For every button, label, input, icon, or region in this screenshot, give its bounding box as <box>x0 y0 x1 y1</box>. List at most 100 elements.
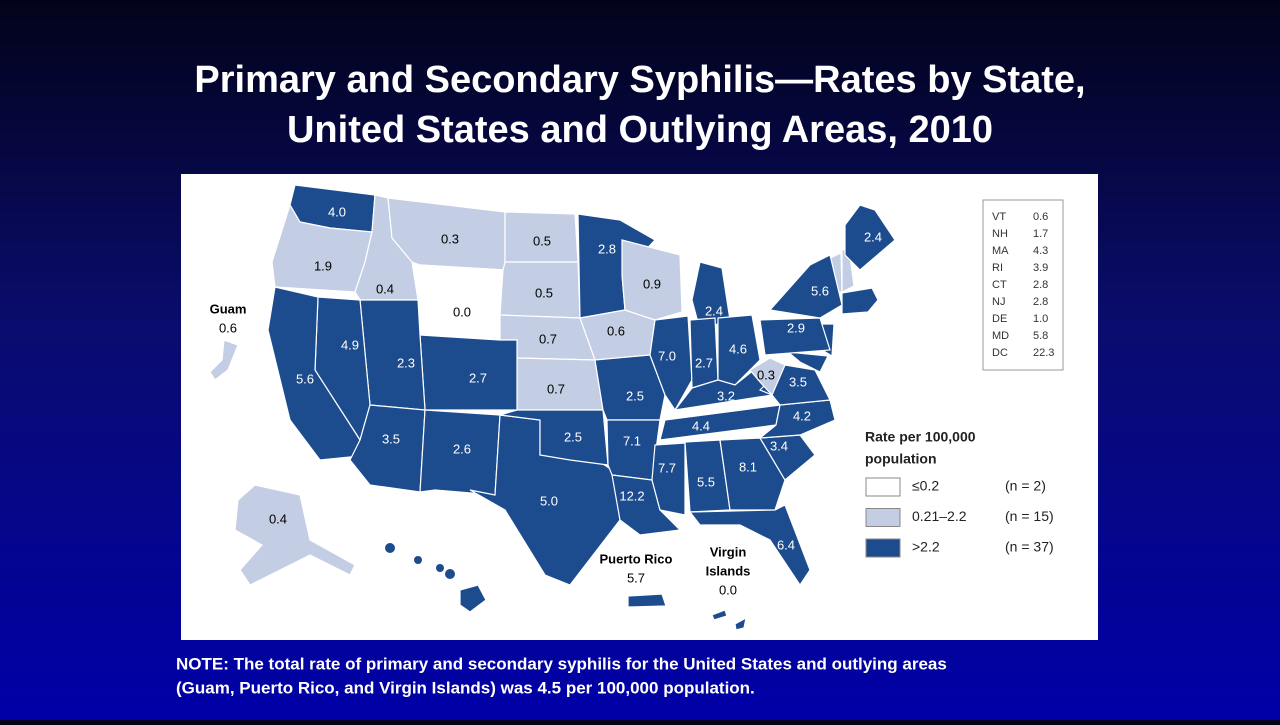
state-rate: 2.5 <box>564 429 582 444</box>
state-rate: 2.5 <box>626 388 644 403</box>
area-name: Islands <box>706 563 751 578</box>
small-state-rate: 2.8 <box>1033 279 1048 291</box>
legend-label: ≤0.2 <box>912 478 939 494</box>
small-state-rate: 1.7 <box>1033 228 1048 240</box>
state-rate: 1.9 <box>314 258 332 273</box>
state-rate: 0.3 <box>757 367 775 382</box>
legend-count: (n = 2) <box>1005 478 1046 494</box>
state-rate: 7.1 <box>623 433 641 448</box>
small-state-name: VT <box>992 211 1006 223</box>
state-rate: 3.5 <box>382 431 400 446</box>
state-rate: 3.4 <box>770 438 788 453</box>
state-shape <box>359 299 426 411</box>
state-rate: 5.5 <box>697 474 715 489</box>
state-shape <box>719 437 786 511</box>
state-shape <box>841 287 879 315</box>
small-state-name: MA <box>992 245 1009 257</box>
small-state-rate: 3.9 <box>1033 262 1048 274</box>
state-rate: 7.7 <box>658 460 676 475</box>
state-rate: 0.0 <box>453 304 471 319</box>
legend-swatch <box>865 538 901 558</box>
state-rate: 8.1 <box>739 459 757 474</box>
state-rate: 2.8 <box>598 241 616 256</box>
small-state-name: DE <box>992 313 1007 325</box>
island-shape <box>385 543 395 553</box>
small-state-rate: 4.3 <box>1033 245 1048 257</box>
virgin-islands-shape <box>711 609 728 621</box>
state-rate: 2.4 <box>864 229 882 244</box>
state-rate: 0.4 <box>269 511 287 526</box>
legend-count: (n = 37) <box>1005 539 1054 555</box>
state-rate: 4.2 <box>793 408 811 423</box>
small-state-name: DC <box>992 347 1008 359</box>
legend-title: Rate per 100,000 <box>865 429 976 445</box>
island-shape <box>436 564 444 572</box>
state-rate: 2.9 <box>787 320 805 335</box>
state-shape <box>689 317 719 389</box>
state-rate: 4.4 <box>692 418 710 433</box>
state-rate: 5.6 <box>811 283 829 298</box>
state-shape <box>759 317 831 356</box>
area-rate: 5.7 <box>627 570 645 585</box>
state-shape <box>234 484 356 586</box>
area-name: Guam <box>210 301 247 316</box>
state-rate: 3.2 <box>717 388 735 403</box>
state-rate: 0.9 <box>643 276 661 291</box>
state-rate: 7.0 <box>658 348 676 363</box>
state-rate: 2.4 <box>705 303 723 318</box>
state-shape <box>419 264 506 341</box>
state-shape <box>651 442 686 516</box>
state-rate: 5.0 <box>540 493 558 508</box>
state-rate: 0.7 <box>539 331 557 346</box>
legend-swatch <box>865 508 901 527</box>
state-shape <box>606 419 661 481</box>
state-shape <box>419 409 501 496</box>
small-state-name: RI <box>992 262 1003 274</box>
island-shape <box>414 556 422 564</box>
guam-shape <box>209 339 239 381</box>
state-rate: 4.6 <box>729 341 747 356</box>
state-rate: 3.5 <box>789 374 807 389</box>
legend-count: (n = 15) <box>1005 508 1054 524</box>
area-name: Virgin <box>710 544 747 559</box>
state-rate: 0.3 <box>441 231 459 246</box>
state-rate: 5.6 <box>296 371 314 386</box>
small-state-name: MD <box>992 330 1009 342</box>
state-rate: 0.6 <box>607 323 625 338</box>
legend-swatch <box>865 477 901 497</box>
small-state-rate: 5.8 <box>1033 330 1048 342</box>
title-line: United States and Outlying Areas, 2010 <box>287 109 993 151</box>
legend-label: 0.21–2.2 <box>912 508 967 524</box>
island-shape <box>445 569 455 579</box>
state-shape <box>688 504 811 587</box>
area-rate: 0.6 <box>219 320 237 335</box>
state-shape <box>749 357 786 397</box>
state-rate: 12.2 <box>619 488 644 503</box>
title-line: Primary and Secondary Syphilis—Rates by … <box>194 59 1085 101</box>
state-shape <box>768 254 843 319</box>
puerto-rico-shape <box>627 593 667 608</box>
state-shape <box>717 314 761 386</box>
state-rate: 0.4 <box>376 281 394 296</box>
area-rate: 0.0 <box>719 582 737 597</box>
small-state-name: NH <box>992 228 1008 240</box>
legend-label: >2.2 <box>912 539 940 555</box>
small-state-rate: 0.6 <box>1033 211 1048 223</box>
state-rate: 2.7 <box>476 569 494 584</box>
state-rate: 2.7 <box>695 355 713 370</box>
state-shape <box>786 351 829 373</box>
state-rate: 4.0 <box>328 204 346 219</box>
state-rate: 0.7 <box>547 381 565 396</box>
state-rate: 0.5 <box>535 285 553 300</box>
small-states-box <box>982 199 1064 371</box>
state-rate: 0.5 <box>533 233 551 248</box>
map: 4.0 1.9 0.4 0.3 0.0 0.5 0.5 0.7 0.7 2.7 2.3 4.9 5.6 3… <box>209 184 1064 631</box>
small-state-rate: 1.0 <box>1033 313 1048 325</box>
state-shape <box>499 409 609 466</box>
area-name: Puerto Rico <box>600 551 673 566</box>
note-line: NOTE: The total rate of primary and seco… <box>176 654 947 673</box>
virgin-islands-shape <box>734 616 747 631</box>
state-rate: 2.7 <box>469 370 487 385</box>
state-shape <box>844 204 896 271</box>
